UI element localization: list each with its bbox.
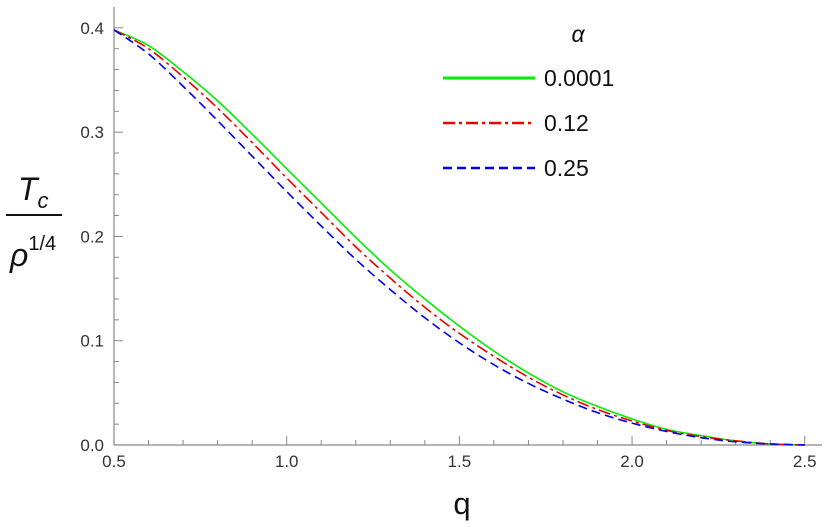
legend-entries: 0.0001 0.12 0.25 bbox=[443, 65, 614, 181]
ticks: 0.5 1.0 1.5 2.0 2.5 0.0 0.1 0.2 0.3 0.4 bbox=[80, 19, 816, 471]
legend: α 0.0001 0.12 0.25 bbox=[443, 21, 614, 181]
y-axis-title: Tc ρ1/4 bbox=[6, 171, 62, 273]
legend-title: α bbox=[571, 21, 585, 47]
y-axis-title-denominator: ρ1/4 bbox=[9, 233, 56, 273]
x-tick-label: 2.0 bbox=[620, 452, 644, 471]
axes bbox=[113, 7, 822, 446]
y-tick-label: 0.2 bbox=[80, 227, 104, 246]
x-tick-label: 1.5 bbox=[448, 452, 472, 471]
y-tick-label: 0.4 bbox=[80, 19, 104, 38]
y-axis-title-numerator-base: T bbox=[18, 171, 40, 207]
series-line-1 bbox=[113, 29, 805, 446]
series-lines bbox=[113, 29, 805, 446]
x-tick-label: 0.5 bbox=[102, 452, 126, 471]
y-axis-title-denominator-base: ρ bbox=[9, 237, 28, 273]
y-axis-title-numerator-subscript: c bbox=[38, 188, 49, 213]
y-axis-title-denominator-superscript: 1/4 bbox=[28, 233, 56, 255]
series-line-2 bbox=[113, 29, 805, 446]
legend-label-1: 0.0001 bbox=[544, 65, 614, 91]
y-tick-label: 0.3 bbox=[80, 123, 104, 142]
x-tick-label: 1.0 bbox=[275, 452, 299, 471]
y-tick-label: 0.0 bbox=[80, 436, 104, 455]
x-axis-title: q bbox=[453, 486, 470, 521]
y-tick-label: 0.1 bbox=[80, 332, 104, 351]
x-tick-label: 2.5 bbox=[793, 452, 817, 471]
legend-label-2: 0.12 bbox=[544, 110, 589, 136]
legend-label-3: 0.25 bbox=[544, 155, 589, 181]
y-axis-title-numerator: Tc bbox=[18, 171, 49, 213]
series-line-3 bbox=[113, 29, 805, 446]
